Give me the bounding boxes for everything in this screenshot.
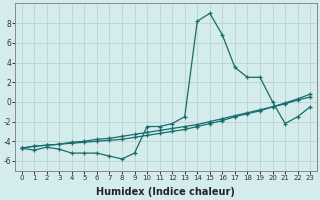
X-axis label: Humidex (Indice chaleur): Humidex (Indice chaleur) [96,187,235,197]
